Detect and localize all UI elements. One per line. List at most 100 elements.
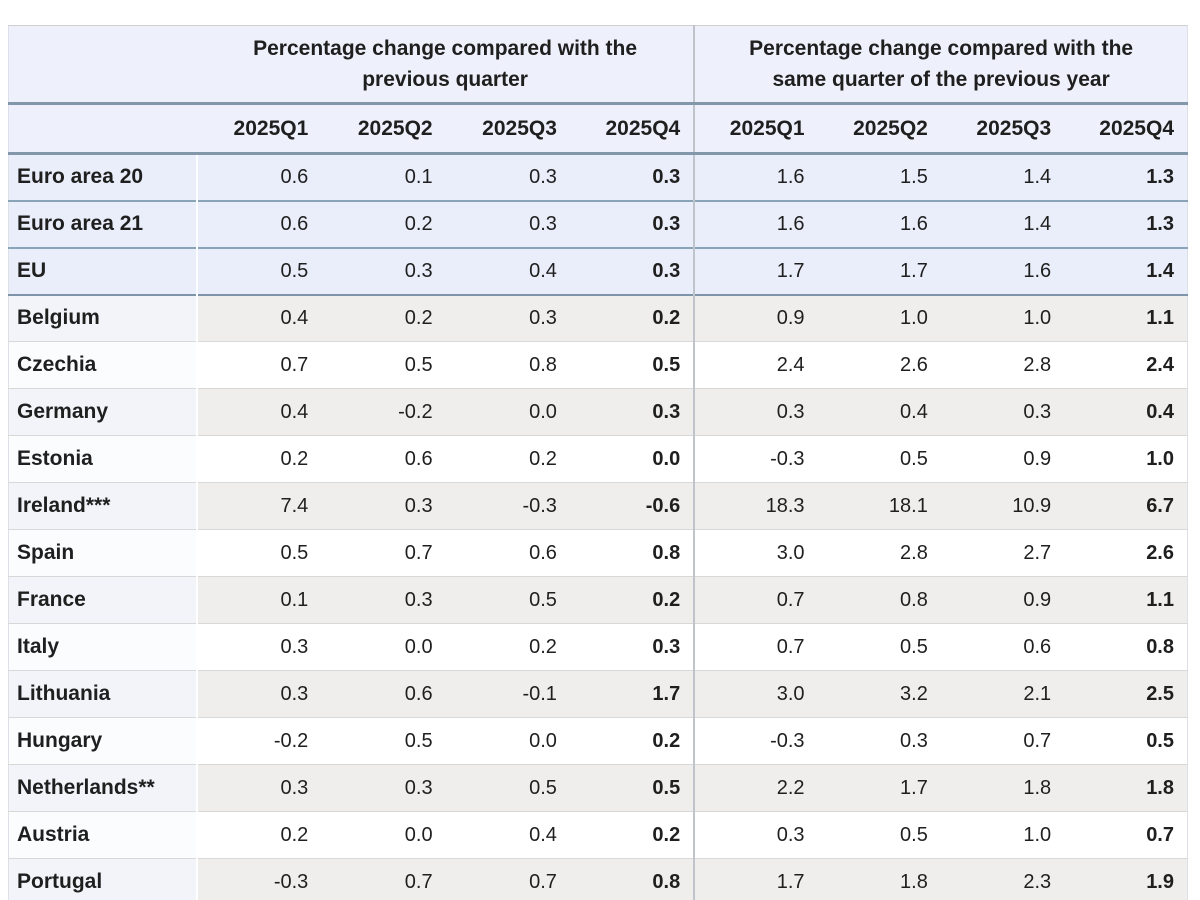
value-cell: -0.6	[569, 482, 695, 530]
value-cell: 0.8	[569, 529, 695, 577]
value-cell: 0.3	[196, 670, 322, 718]
value-cell: 0.6	[940, 623, 1065, 671]
value-cell: 0.5	[445, 764, 570, 812]
value-cell: 0.2	[445, 623, 570, 671]
corner-cell	[8, 103, 197, 155]
value-cell: 2.8	[817, 529, 941, 577]
value-cell: 0.5	[817, 623, 941, 671]
value-cell: 2.3	[940, 858, 1065, 900]
value-cell: 1.3	[1064, 200, 1188, 248]
value-cell: 1.6	[693, 200, 818, 248]
column-header: 2025Q4	[1064, 103, 1188, 155]
table-row: Hungary -0.2 0.5 0.0 0.2 -0.3 0.3 0.7 0.5	[8, 717, 1188, 765]
value-cell: 0.5	[1064, 717, 1188, 765]
value-cell: 0.7	[321, 858, 446, 900]
column-header: 2025Q3	[940, 103, 1065, 155]
table-header: Percentage change compared with the prev…	[8, 25, 1188, 155]
row-label: France	[8, 576, 198, 624]
table-row: Estonia 0.2 0.6 0.2 0.0 -0.3 0.5 0.9 1.0	[8, 435, 1188, 483]
group-header-row: Percentage change compared with the prev…	[8, 25, 1188, 105]
row-label: Estonia	[8, 435, 198, 483]
value-cell: 7.4	[196, 482, 322, 530]
table-row: Belgium 0.4 0.2 0.3 0.2 0.9 1.0 1.0 1.1	[8, 294, 1188, 342]
value-cell: 0.2	[569, 717, 695, 765]
value-cell: -0.2	[196, 717, 322, 765]
value-cell: 0.3	[569, 247, 695, 295]
column-header: 2025Q2	[321, 103, 446, 155]
value-cell: 0.2	[445, 435, 570, 483]
value-cell: 1.8	[940, 764, 1065, 812]
value-cell: 1.7	[817, 247, 941, 295]
value-cell: 0.7	[196, 341, 322, 389]
value-cell: 0.2	[569, 811, 695, 859]
row-label: EU	[8, 247, 198, 295]
table-row: Netherlands** 0.3 0.3 0.5 0.5 2.2 1.7 1.8 1.8	[8, 764, 1188, 812]
column-header: 2025Q1	[693, 103, 818, 155]
value-cell: 1.7	[817, 764, 941, 812]
table-row: EU 0.5 0.3 0.4 0.3 1.7 1.7 1.6 1.4	[8, 247, 1188, 295]
value-cell: 1.6	[940, 247, 1065, 295]
value-cell: 1.1	[1064, 294, 1188, 342]
value-cell: 1.7	[693, 858, 818, 900]
value-cell: 0.5	[321, 341, 446, 389]
value-cell: 0.5	[196, 529, 322, 577]
value-cell: 1.4	[940, 153, 1065, 201]
gdp-growth-table: Percentage change compared with the prev…	[8, 25, 1188, 900]
value-cell: 2.6	[817, 341, 941, 389]
value-cell: 0.1	[321, 153, 446, 201]
value-cell: -0.3	[196, 858, 322, 900]
value-cell: 0.9	[693, 294, 818, 342]
row-label: Portugal	[8, 858, 198, 900]
value-cell: -0.3	[445, 482, 570, 530]
value-cell: 0.1	[196, 576, 322, 624]
value-cell: 1.9	[1064, 858, 1188, 900]
value-cell: 0.6	[321, 670, 446, 718]
column-header: 2025Q1	[196, 103, 322, 155]
value-cell: 0.0	[445, 717, 570, 765]
row-label: Netherlands**	[8, 764, 198, 812]
value-cell: 3.0	[693, 670, 818, 718]
value-cell: 0.3	[321, 482, 446, 530]
row-label: Euro area 20	[8, 153, 198, 201]
table-row: Portugal -0.3 0.7 0.7 0.8 1.7 1.8 2.3 1.9	[8, 858, 1188, 900]
table-row: Germany 0.4 -0.2 0.0 0.3 0.3 0.4 0.3 0.4	[8, 388, 1188, 436]
table-row: France 0.1 0.3 0.5 0.2 0.7 0.8 0.9 1.1	[8, 576, 1188, 624]
value-cell: 0.4	[196, 294, 322, 342]
value-cell: 0.4	[1064, 388, 1188, 436]
value-cell: 18.1	[817, 482, 941, 530]
value-cell: 0.2	[321, 200, 446, 248]
value-cell: 0.3	[445, 153, 570, 201]
row-label: Italy	[8, 623, 198, 671]
value-cell: 0.5	[817, 435, 941, 483]
value-cell: 0.4	[445, 247, 570, 295]
value-cell: 1.0	[1064, 435, 1188, 483]
value-cell: 0.3	[940, 388, 1065, 436]
value-cell: 3.0	[693, 529, 818, 577]
value-cell: 1.0	[940, 294, 1065, 342]
value-cell: 0.0	[445, 388, 570, 436]
value-cell: 0.2	[569, 294, 695, 342]
row-label: Czechia	[8, 341, 198, 389]
value-cell: 0.8	[1064, 623, 1188, 671]
value-cell: 1.7	[693, 247, 818, 295]
table-row: Czechia 0.7 0.5 0.8 0.5 2.4 2.6 2.8 2.4	[8, 341, 1188, 389]
value-cell: 3.2	[817, 670, 941, 718]
value-cell: 2.5	[1064, 670, 1188, 718]
value-cell: 0.8	[569, 858, 695, 900]
corner-cell	[8, 25, 197, 105]
value-cell: -0.1	[445, 670, 570, 718]
value-cell: 2.1	[940, 670, 1065, 718]
value-cell: 2.6	[1064, 529, 1188, 577]
value-cell: 0.3	[321, 247, 446, 295]
value-cell: 0.0	[569, 435, 695, 483]
value-cell: 2.8	[940, 341, 1065, 389]
value-cell: 1.3	[1064, 153, 1188, 201]
value-cell: 1.0	[817, 294, 941, 342]
value-cell: 0.7	[321, 529, 446, 577]
value-cell: 0.4	[445, 811, 570, 859]
value-cell: 0.3	[321, 764, 446, 812]
value-cell: 2.4	[1064, 341, 1188, 389]
value-cell: 0.3	[569, 388, 695, 436]
value-cell: 0.8	[445, 341, 570, 389]
value-cell: 1.4	[940, 200, 1065, 248]
